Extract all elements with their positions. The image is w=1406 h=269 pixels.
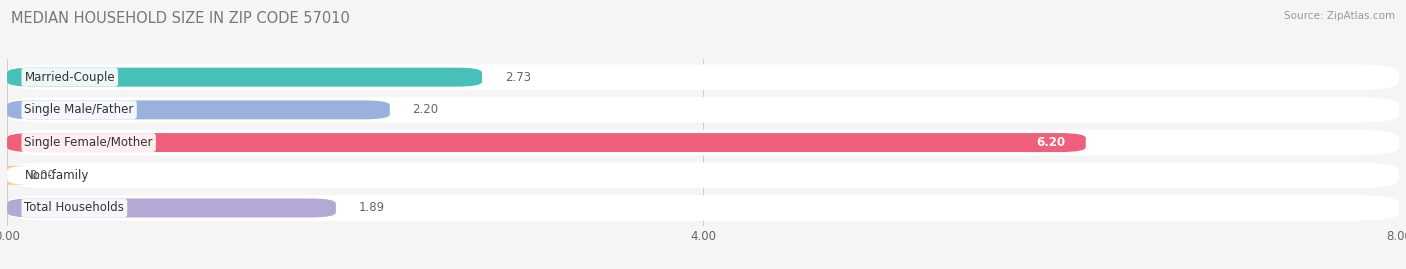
FancyBboxPatch shape	[7, 133, 1085, 152]
FancyBboxPatch shape	[7, 64, 1399, 90]
FancyBboxPatch shape	[7, 162, 1399, 188]
Text: Total Households: Total Households	[24, 201, 124, 214]
Text: Married-Couple: Married-Couple	[24, 71, 115, 84]
Text: Non-family: Non-family	[24, 169, 89, 182]
Text: Single Male/Father: Single Male/Father	[24, 103, 134, 116]
FancyBboxPatch shape	[7, 68, 482, 87]
FancyBboxPatch shape	[7, 195, 1399, 221]
Text: MEDIAN HOUSEHOLD SIZE IN ZIP CODE 57010: MEDIAN HOUSEHOLD SIZE IN ZIP CODE 57010	[11, 11, 350, 26]
Text: 2.20: 2.20	[412, 103, 439, 116]
Text: Single Female/Mother: Single Female/Mother	[24, 136, 153, 149]
Text: 2.73: 2.73	[505, 71, 531, 84]
FancyBboxPatch shape	[7, 97, 1399, 123]
FancyBboxPatch shape	[7, 130, 1399, 155]
FancyBboxPatch shape	[7, 100, 389, 119]
Text: 0.00: 0.00	[30, 169, 55, 182]
Text: 6.20: 6.20	[1036, 136, 1064, 149]
Text: 1.89: 1.89	[359, 201, 385, 214]
FancyBboxPatch shape	[7, 199, 336, 217]
Text: Source: ZipAtlas.com: Source: ZipAtlas.com	[1284, 11, 1395, 21]
FancyBboxPatch shape	[0, 166, 34, 185]
